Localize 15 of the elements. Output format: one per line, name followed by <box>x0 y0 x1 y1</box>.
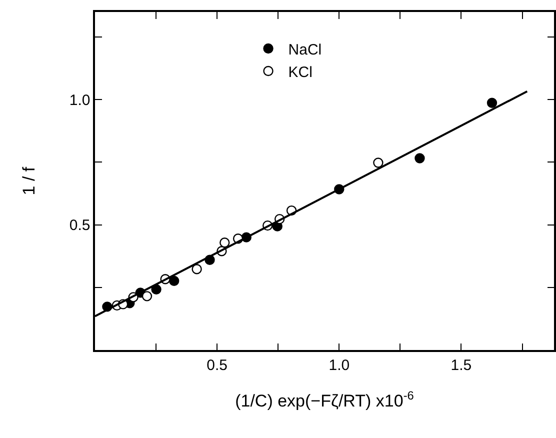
x-tick-label: 1.0 <box>328 356 350 374</box>
point <box>486 98 498 108</box>
legend-label: KCl <box>288 64 312 81</box>
x-tick-label: 0.5 <box>206 356 228 374</box>
point <box>151 284 162 295</box>
y-axis-title: 1 / f <box>19 166 38 196</box>
point <box>414 153 425 164</box>
point <box>220 237 230 248</box>
point <box>192 264 202 274</box>
point <box>169 276 180 286</box>
x-axis-title: (1/C) exp(−Fζ/RT) x10$^{-6}$ <box>235 388 414 411</box>
point <box>142 291 152 302</box>
legend-label: NaCl <box>288 41 322 58</box>
point <box>373 158 384 168</box>
x-tick-label: 1.5 <box>450 356 472 374</box>
